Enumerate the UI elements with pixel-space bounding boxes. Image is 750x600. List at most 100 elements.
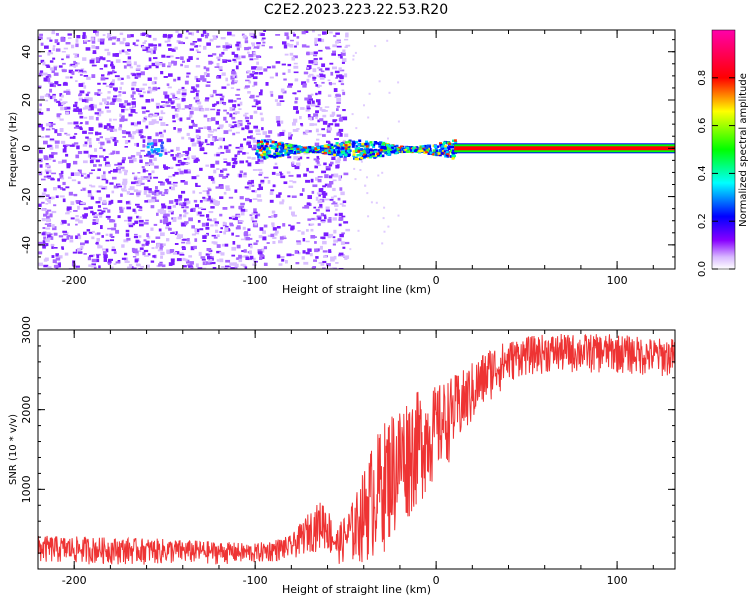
- heatmap-cell: [369, 153, 373, 157]
- heatmap-cell: [153, 176, 159, 179]
- heatmap-cell: [320, 212, 324, 217]
- heatmap-cell: [150, 162, 155, 166]
- heatmap-cell: [313, 149, 317, 152]
- heatmap-cell: [276, 226, 281, 229]
- heatmap-cell: [61, 58, 64, 61]
- heatmap-cell: [66, 133, 71, 136]
- heatmap-cell: [166, 249, 171, 254]
- heatmap-cell: [378, 80, 381, 83]
- heatmap-cell: [159, 116, 164, 120]
- heatmap-cell: [236, 88, 241, 91]
- heatmap-cell: [181, 108, 185, 110]
- heatmap-cell: [319, 118, 324, 122]
- heatmap-cell: [143, 117, 147, 121]
- heatmap-cell: [48, 125, 54, 128]
- heatmap-cell: [336, 132, 340, 136]
- heatmap-cell: [159, 133, 164, 138]
- heatmap-cell: [281, 63, 286, 66]
- heatmap-cell: [253, 72, 259, 75]
- heatmap-cell: [263, 224, 268, 228]
- heatmap-cell: [258, 161, 264, 164]
- heatmap-cell: [193, 245, 197, 250]
- heatmap-cell: [248, 54, 254, 58]
- heatmap-cell: [324, 198, 330, 201]
- heatmap-cell: [225, 185, 230, 189]
- heatmap-cell: [276, 102, 282, 106]
- heatmap-cell: [210, 197, 213, 200]
- heatmap-cell: [61, 177, 65, 180]
- heatmap-cell: [443, 145, 447, 148]
- heatmap-cell: [344, 147, 348, 150]
- heatmap-cell: [127, 56, 132, 60]
- heatmap-cell: [202, 190, 208, 192]
- heatmap-cell: [223, 48, 228, 51]
- heatmap-cell: [315, 110, 319, 114]
- heatmap-cell: [115, 59, 121, 63]
- heatmap-cell: [259, 149, 263, 152]
- colorbar-label: Normalized spectral amplitude: [738, 73, 749, 227]
- heatmap-cell: [42, 72, 48, 76]
- heatmap-cell: [257, 145, 261, 149]
- heatmap-cell: [141, 46, 146, 49]
- heatmap-cell: [262, 131, 268, 135]
- heatmap-cell: [294, 97, 299, 101]
- heatmap-cell: [321, 128, 326, 131]
- heatmap-cell: [295, 162, 301, 167]
- heatmap-cell: [223, 130, 229, 134]
- heatmap-cell: [295, 262, 300, 265]
- heatmap-cell: [99, 68, 104, 70]
- heatmap-cell: [234, 54, 239, 58]
- heatmap-cell: [210, 163, 215, 168]
- heatmap-cell: [261, 37, 266, 40]
- heatmap-cell: [121, 188, 125, 191]
- heatmap-cell: [195, 65, 201, 68]
- heatmap-cell: [136, 72, 142, 76]
- heatmap-cell: [107, 259, 112, 264]
- heatmap-cell: [247, 91, 251, 94]
- heatmap-cell: [367, 215, 370, 218]
- heatmap-cell: [174, 231, 178, 236]
- heatmap-cell: [122, 91, 127, 95]
- heatmap-cell: [50, 68, 55, 71]
- heatmap-cell: [113, 251, 117, 254]
- heatmap-cell: [38, 36, 43, 40]
- heatmap-cell: [211, 117, 216, 121]
- heatmap-cell: [207, 187, 211, 190]
- heatmap-cell: [343, 172, 349, 176]
- heatmap-cell: [263, 246, 268, 250]
- heatmap-cell: [307, 114, 311, 118]
- heatmap-cell: [69, 239, 74, 243]
- heatmap-cell: [121, 108, 125, 113]
- heatmap-cell: [386, 39, 389, 42]
- heatmap-cell: [63, 146, 67, 150]
- heatmap-cell: [315, 177, 319, 181]
- heatmap-cell: [95, 201, 99, 204]
- heatmap-cell: [255, 149, 259, 153]
- heatmap-cell: [323, 149, 327, 152]
- heatmap-cell: [242, 34, 247, 39]
- heatmap-cell: [149, 155, 154, 158]
- heatmap-cell: [340, 83, 345, 86]
- heatmap-cell: [331, 146, 335, 149]
- heatmap-cell: [254, 46, 259, 49]
- heatmap-cell: [243, 255, 249, 258]
- heatmap-cell: [106, 60, 111, 62]
- heatmap-cell: [92, 221, 97, 225]
- heatmap-cell: [98, 185, 103, 188]
- heatmap-cell: [296, 41, 299, 46]
- heatmap-cell: [286, 253, 292, 257]
- heatmap-cell: [251, 157, 256, 160]
- heatmap-cell: [119, 103, 124, 108]
- heatmap-cell: [100, 144, 103, 148]
- heatmap-cell: [57, 133, 62, 136]
- heatmap-cell: [198, 127, 204, 130]
- heatmap-cell: [144, 67, 149, 70]
- heatmap-cell: [443, 150, 447, 153]
- heatmap-cell: [315, 208, 320, 212]
- heatmap-cell: [38, 241, 44, 246]
- heatmap-cell: [339, 233, 344, 238]
- heatmap-cell: [253, 208, 257, 213]
- heatmap-cell: [312, 77, 316, 81]
- heatmap-cell: [402, 150, 406, 153]
- heatmap-cell: [49, 139, 55, 142]
